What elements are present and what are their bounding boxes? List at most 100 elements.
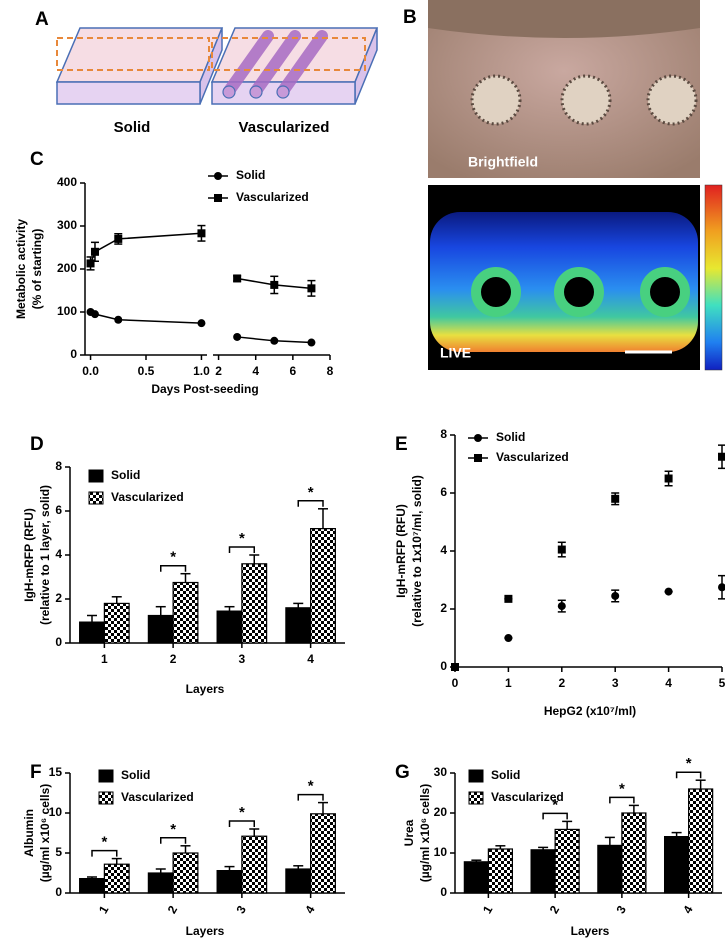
significance-bracket [297, 793, 324, 801]
diagram-label: Vascularized [239, 119, 330, 136]
point [90, 247, 99, 256]
point [557, 602, 566, 611]
bar [147, 872, 174, 894]
x-tick-label: 0.0 [82, 364, 99, 378]
x-tick-label: 4 [680, 903, 696, 916]
x-tick-label: 4 [307, 652, 314, 666]
panel-b: B Brightfield LIVE [403, 0, 723, 371]
panel-a: A Solid Vascularized [35, 9, 379, 136]
significance-bracket [542, 812, 568, 820]
y-tick-label: 200 [57, 261, 77, 275]
bar [310, 813, 336, 894]
y-axis-label: IgH-mRFP (RFU) [394, 504, 408, 598]
legend-label: Vascularized [496, 450, 569, 464]
panel-letter: D [30, 434, 44, 455]
significance-mark: * [170, 549, 176, 566]
significance-mark: * [239, 804, 245, 821]
point [718, 452, 725, 461]
significance-mark: * [308, 778, 314, 795]
point [664, 587, 673, 596]
significance-mark: * [308, 484, 314, 501]
significance-bracket [160, 564, 187, 572]
bar [463, 861, 489, 894]
legend-swatch [98, 791, 114, 805]
x-tick-label: 3 [233, 903, 249, 916]
x-axis-label: Days Post-seeding [151, 382, 258, 396]
y-tick-label: 5 [55, 845, 62, 859]
y-tick-label: 0 [55, 635, 62, 649]
x-tick-label: 8 [327, 364, 334, 378]
legend-label: Solid [496, 430, 525, 444]
panel-letter: F [30, 762, 42, 783]
x-tick-label: 1 [101, 652, 108, 666]
panel-letter: B [403, 7, 417, 28]
point [114, 315, 123, 324]
x-tick-label: 2 [558, 676, 565, 690]
colorbar [704, 184, 723, 371]
x-axis-label: Layers [186, 682, 225, 696]
legend-swatch [468, 791, 484, 805]
legend-label: Vascularized [121, 790, 194, 804]
legend-label: Solid [121, 768, 150, 782]
point [504, 634, 513, 642]
x-axis-label: Layers [186, 924, 225, 938]
x-tick-label: 4 [252, 364, 259, 378]
y-tick-label: 20 [434, 805, 448, 819]
legend-label: Vascularized [236, 190, 309, 204]
significance-bracket [297, 500, 324, 507]
point [197, 229, 206, 238]
panel-letter: A [35, 9, 49, 30]
y-tick-label: 0 [70, 347, 77, 361]
y-tick-label: 300 [57, 218, 77, 232]
vascularized-slab [210, 27, 379, 105]
y-tick-label: 15 [49, 765, 63, 779]
bar [172, 581, 199, 644]
image-label: Brightfield [468, 154, 538, 170]
panel-letter: E [395, 434, 408, 455]
x-axis-label: Layers [571, 924, 610, 938]
y-axis-label: (relative to 1 layer, solid) [38, 485, 52, 625]
point [86, 259, 95, 268]
point [451, 663, 459, 671]
significance-mark: * [101, 834, 107, 851]
x-tick-label: 2 [165, 903, 181, 916]
bar [216, 610, 243, 644]
legend-marker [474, 434, 482, 442]
y-tick-label: 8 [440, 427, 447, 441]
y-tick-label: 100 [57, 304, 77, 318]
bar [621, 812, 647, 894]
legend-marker [474, 454, 482, 462]
y-axis-label: (µg/ml x10⁶ cells) [418, 784, 432, 882]
bar [285, 607, 312, 644]
bar [241, 563, 268, 644]
significance-mark: * [239, 530, 245, 547]
y-axis-label: Urea [402, 819, 416, 846]
bar [310, 527, 336, 644]
legend-label: Vascularized [111, 490, 184, 504]
live-image: LIVE [428, 185, 700, 370]
bar [285, 868, 312, 894]
point [114, 234, 123, 243]
bar [79, 877, 105, 894]
significance-mark: * [686, 755, 692, 772]
legend-swatch [88, 469, 104, 483]
significance-bracket [609, 796, 635, 804]
x-tick-label: 1.0 [193, 364, 210, 378]
y-tick-label: 4 [55, 547, 62, 561]
x-axis-label: HepG2 (x10⁷/ml) [544, 704, 636, 718]
point [307, 284, 316, 293]
y-tick-label: 8 [55, 459, 62, 473]
legend-swatch [88, 491, 104, 505]
y-axis-label: (relative to 1x10⁷/ml, solid) [410, 475, 424, 627]
y-axis-label: Metabolic activity [14, 219, 28, 319]
point [233, 332, 242, 341]
x-tick-label: 3 [613, 903, 629, 916]
significance-bracket [228, 546, 255, 553]
bar [554, 828, 580, 894]
bar [103, 863, 130, 894]
diagram-label: Solid [114, 119, 151, 136]
y-tick-label: 10 [434, 845, 448, 859]
y-tick-label: 400 [57, 175, 77, 189]
x-tick-label: 4 [665, 676, 672, 690]
